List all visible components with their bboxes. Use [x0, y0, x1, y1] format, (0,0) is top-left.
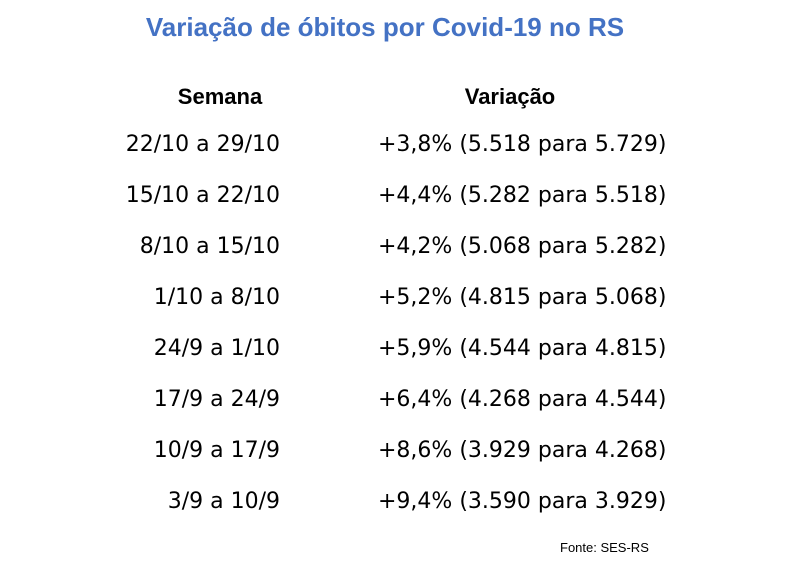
table-row: 15/10 a 22/10 +4,4% (5.282 para 5.518)	[0, 171, 800, 222]
table-row: 17/9 a 24/9 +6,4% (4.268 para 4.544)	[0, 375, 800, 426]
week-cell: 17/9 a 24/9	[153, 387, 280, 412]
variation-cell: +4,2% (5.068 para 5.282)	[378, 234, 667, 259]
week-cell: 3/9 a 10/9	[167, 489, 280, 514]
week-cell: 1/10 a 8/10	[153, 285, 280, 310]
table-row: 24/9 a 1/10 +5,9% (4.544 para 4.815)	[0, 324, 800, 375]
table-row: 3/9 a 10/9 +9,4% (3.590 para 3.929)	[0, 477, 800, 528]
table-row: 10/9 a 17/9 +8,6% (3.929 para 4.268)	[0, 426, 800, 477]
variation-cell: +8,6% (3.929 para 4.268)	[378, 438, 667, 463]
table-row: 22/10 a 29/10 +3,8% (5.518 para 5.729)	[0, 120, 800, 171]
source-note: Fonte: SES-RS	[560, 540, 649, 555]
variation-cell: +6,4% (4.268 para 4.544)	[378, 387, 667, 412]
table-header-variacao: Variação	[464, 84, 556, 109]
variation-cell: +5,9% (4.544 para 4.815)	[378, 336, 667, 361]
week-cell: 24/9 a 1/10	[153, 336, 280, 361]
table-row: 1/10 a 8/10 +5,2% (4.815 para 5.068)	[0, 273, 800, 324]
week-cell: 15/10 a 22/10	[125, 183, 280, 208]
variation-cell: +5,2% (4.815 para 5.068)	[378, 285, 667, 310]
week-cell: 22/10 a 29/10	[125, 132, 280, 157]
week-cell: 10/9 a 17/9	[153, 438, 280, 463]
page-title: Variação de óbitos por Covid-19 no RS	[145, 12, 625, 42]
variation-cell: +3,8% (5.518 para 5.729)	[378, 132, 667, 157]
variation-cell: +9,4% (3.590 para 3.929)	[378, 489, 667, 514]
week-cell: 8/10 a 15/10	[139, 234, 280, 259]
variation-cell: +4,4% (5.282 para 5.518)	[378, 183, 667, 208]
table-header-semana: Semana	[177, 84, 263, 109]
data-table: 22/10 a 29/10 +3,8% (5.518 para 5.729) 1…	[0, 120, 800, 528]
table-row: 8/10 a 15/10 +4,2% (5.068 para 5.282)	[0, 222, 800, 273]
